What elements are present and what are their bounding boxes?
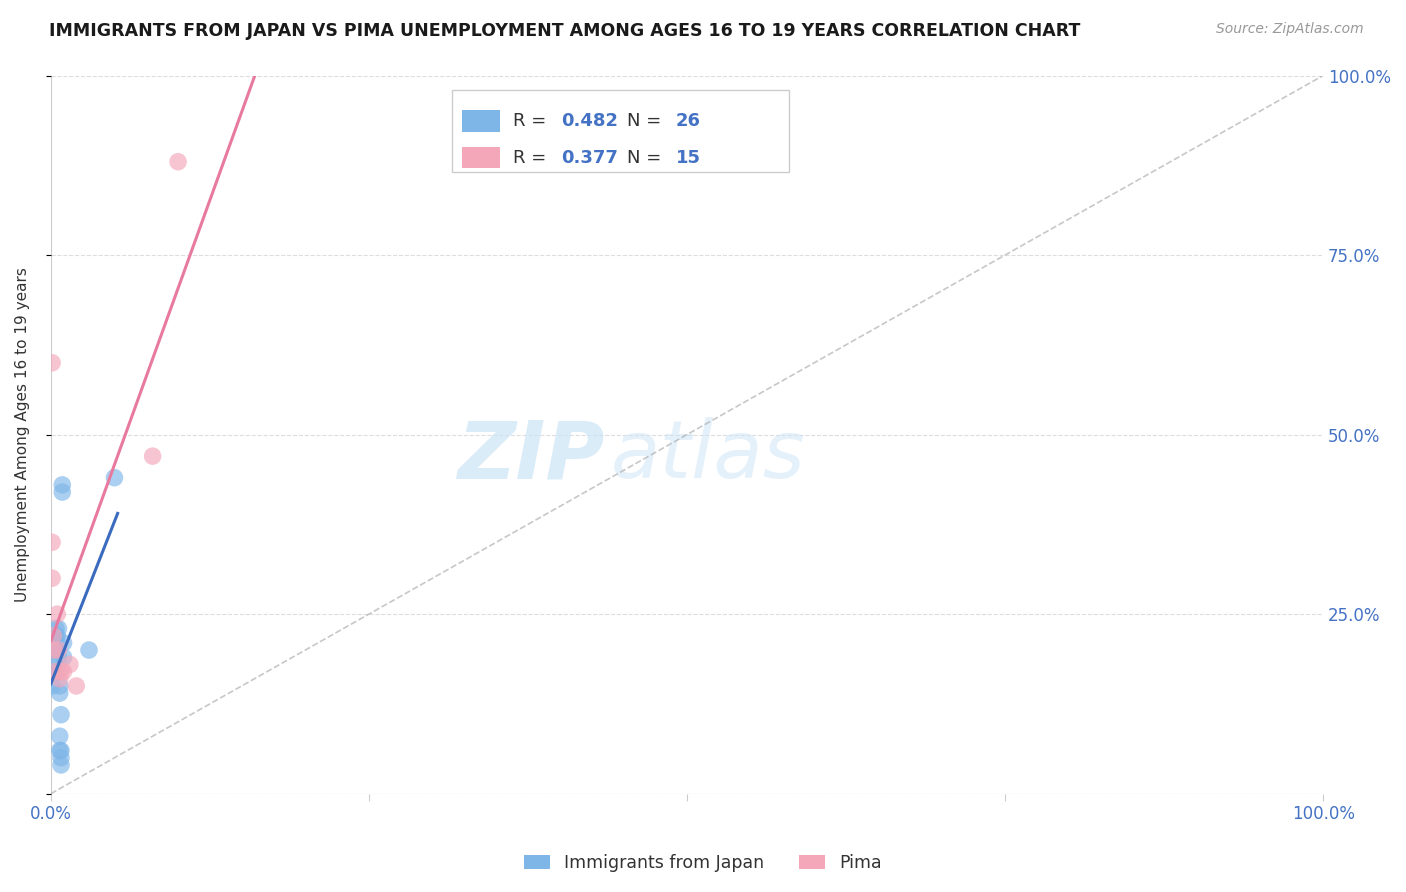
- Point: [51, 478, 73, 492]
- Point: [65, 679, 87, 693]
- Text: N =: N =: [627, 112, 668, 130]
- Point: [42, 643, 65, 657]
- Point: [52, 665, 75, 679]
- Point: [41, 571, 63, 585]
- Point: [41, 679, 63, 693]
- Point: [48, 643, 70, 657]
- Point: [52, 650, 75, 665]
- Bar: [451, 90, 789, 172]
- Point: [41, 535, 63, 549]
- Text: 26: 26: [675, 112, 700, 130]
- Point: [46, 665, 69, 679]
- Bar: [461, 111, 501, 132]
- Point: [45, 643, 67, 657]
- Point: [44, 629, 66, 643]
- Point: [41, 356, 63, 370]
- Point: [48, 729, 70, 743]
- Text: Source: ZipAtlas.com: Source: ZipAtlas.com: [1216, 22, 1364, 37]
- Y-axis label: Unemployment Among Ages 16 to 19 years: Unemployment Among Ages 16 to 19 years: [15, 268, 30, 602]
- Point: [48, 743, 70, 757]
- Point: [42, 643, 65, 657]
- Point: [45, 629, 67, 643]
- Point: [46, 629, 69, 643]
- Point: [44, 665, 66, 679]
- Point: [49, 743, 72, 757]
- Text: 0.482: 0.482: [561, 112, 619, 130]
- Text: atlas: atlas: [610, 417, 806, 495]
- Point: [142, 449, 165, 463]
- Point: [52, 636, 75, 650]
- Point: [42, 629, 65, 643]
- Point: [51, 485, 73, 500]
- Legend: Immigrants from Japan, Pima: Immigrants from Japan, Pima: [517, 847, 889, 879]
- Text: 0.377: 0.377: [561, 149, 617, 167]
- Point: [48, 679, 70, 693]
- Text: N =: N =: [627, 149, 668, 167]
- Point: [49, 707, 72, 722]
- Point: [103, 471, 125, 485]
- Text: 15: 15: [675, 149, 700, 167]
- Point: [167, 154, 190, 169]
- Point: [49, 758, 72, 772]
- Text: IMMIGRANTS FROM JAPAN VS PIMA UNEMPLOYMENT AMONG AGES 16 TO 19 YEARS CORRELATION: IMMIGRANTS FROM JAPAN VS PIMA UNEMPLOYME…: [49, 22, 1081, 40]
- Point: [44, 657, 66, 672]
- Text: R =: R =: [513, 112, 551, 130]
- Point: [49, 751, 72, 765]
- Point: [46, 636, 69, 650]
- Point: [49, 665, 72, 679]
- Point: [48, 686, 70, 700]
- Point: [48, 622, 70, 636]
- Point: [59, 657, 82, 672]
- Point: [77, 643, 100, 657]
- Point: [48, 650, 70, 665]
- Text: R =: R =: [513, 149, 551, 167]
- Point: [45, 622, 67, 636]
- Point: [46, 607, 69, 621]
- Bar: [461, 147, 501, 169]
- Text: ZIP: ZIP: [457, 417, 605, 495]
- Point: [48, 672, 70, 686]
